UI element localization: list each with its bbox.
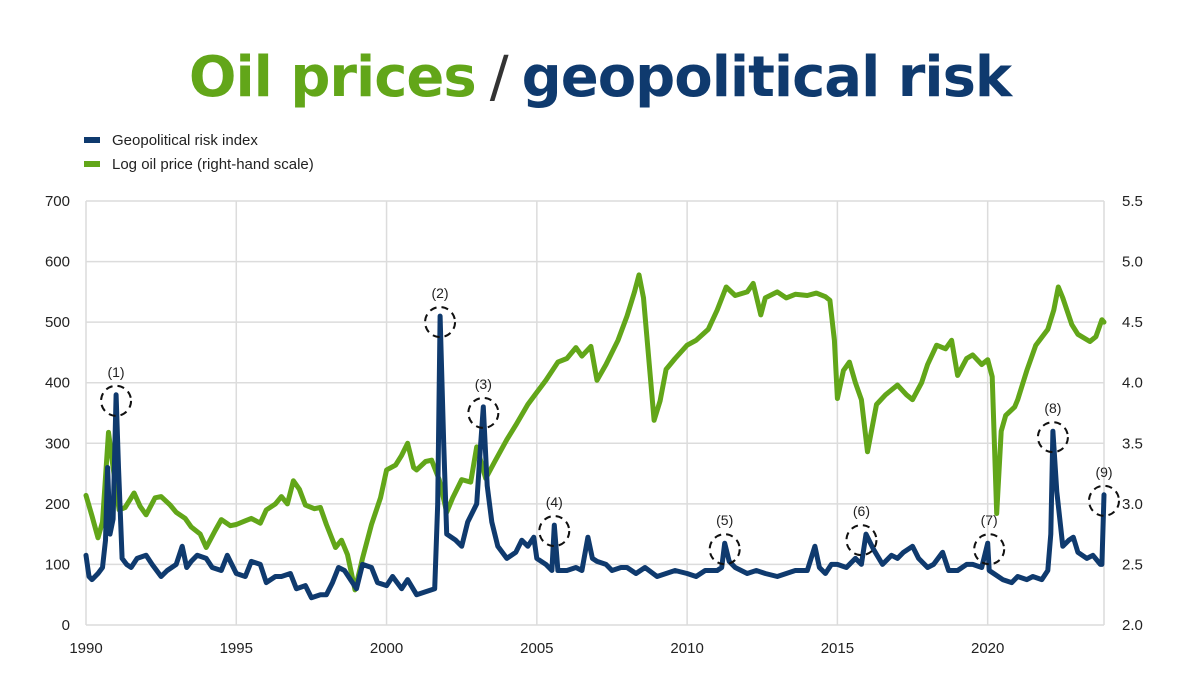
oil-price-line — [83, 272, 1107, 593]
gpr-line — [83, 313, 1107, 601]
annotation-marker: (2) — [424, 285, 457, 339]
right-tick-label: 5.0 — [1122, 254, 1143, 271]
legend-swatch-oil — [84, 161, 100, 167]
left-tick-label: 0 — [62, 617, 70, 634]
left-tick-label: 400 — [45, 375, 70, 392]
annotation-marker: (8) — [1036, 400, 1069, 454]
legend: Geopolitical risk index Log oil price (r… — [84, 128, 314, 176]
annotation-label: (1) — [107, 364, 124, 380]
left-tick-label: 700 — [45, 193, 70, 210]
left-tick-label: 500 — [45, 314, 70, 331]
annotation-label: (9) — [1095, 464, 1112, 480]
annotation-marker: (6) — [845, 503, 878, 557]
x-axis-ticks: 1990 1995 2000 2005 2010 2015 2020 — [69, 640, 1004, 657]
right-tick-label: 3.0 — [1122, 496, 1143, 513]
x-tick-label: 2020 — [971, 640, 1004, 657]
left-tick-label: 600 — [45, 254, 70, 271]
right-tick-label: 5.5 — [1122, 193, 1143, 210]
title-separator: / — [489, 45, 509, 110]
dashed-circle — [467, 396, 500, 429]
dashed-circle — [1088, 484, 1120, 517]
series-lines — [83, 272, 1107, 601]
annotation-label: (4) — [546, 494, 563, 510]
legend-item-gpr: Geopolitical risk index — [84, 128, 314, 152]
annotation-marker: (5) — [708, 512, 741, 566]
x-tick-label: 2005 — [520, 640, 553, 657]
dashed-circle — [538, 515, 571, 548]
annotation-marker: (4) — [538, 494, 571, 548]
left-tick-label: 200 — [45, 496, 70, 513]
right-tick-label: 3.5 — [1122, 435, 1143, 452]
annotations: (1) (2) (3) (4) (5) (6) (7) (8) (9) — [100, 285, 1120, 566]
right-axis-ticks: 2.0 2.5 3.0 3.5 4.0 4.5 5.0 5.5 — [1122, 193, 1143, 634]
dashed-circle — [845, 524, 878, 557]
annotation-marker: (9) — [1088, 464, 1120, 517]
annotation-label: (8) — [1044, 400, 1061, 416]
x-tick-label: 2010 — [670, 640, 703, 657]
title-oil-prices: Oil prices — [188, 45, 477, 110]
x-tick-label: 2000 — [370, 640, 403, 657]
right-tick-label: 2.0 — [1122, 617, 1143, 634]
x-tick-label: 1990 — [69, 640, 102, 657]
dashed-circle — [1036, 421, 1069, 454]
dashed-circle — [424, 306, 457, 339]
left-tick-label: 100 — [45, 556, 70, 573]
annotation-label: (2) — [431, 285, 448, 301]
title-geopolitical-risk: geopolitical risk — [521, 45, 1013, 110]
dashed-circle — [708, 533, 741, 566]
annotation-label: (7) — [981, 512, 998, 528]
annotation-label: (5) — [716, 512, 733, 528]
dashed-circle — [973, 533, 1006, 566]
annotation-label: (3) — [475, 376, 492, 392]
annotation-label: (6) — [853, 503, 870, 519]
legend-label-oil: Log oil price (right-hand scale) — [112, 155, 314, 173]
right-tick-label: 2.5 — [1122, 556, 1143, 573]
right-tick-label: 4.0 — [1122, 375, 1143, 392]
right-tick-label: 4.5 — [1122, 314, 1143, 331]
legend-swatch-gpr — [84, 137, 100, 143]
left-tick-label: 300 — [45, 435, 70, 452]
legend-item-oil: Log oil price (right-hand scale) — [84, 152, 314, 176]
chart-title: Oil prices / geopolitical risk — [0, 38, 1200, 118]
annotation-marker: (3) — [467, 376, 500, 429]
dashed-circle — [100, 384, 133, 417]
annotation-marker: (1) — [100, 364, 133, 417]
legend-label-gpr: Geopolitical risk index — [112, 131, 258, 149]
x-tick-label: 2015 — [821, 640, 854, 657]
left-axis-ticks: 0 100 200 300 400 500 600 700 — [45, 193, 70, 634]
x-tick-label: 1995 — [220, 640, 253, 657]
annotation-marker: (7) — [973, 512, 1006, 566]
